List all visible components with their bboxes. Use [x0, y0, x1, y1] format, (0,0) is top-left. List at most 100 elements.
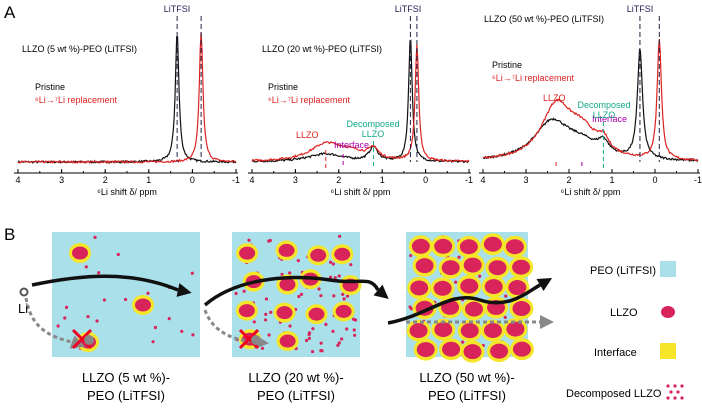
llzo — [434, 322, 453, 338]
annotation: Interface — [334, 140, 369, 150]
decomposed-dot — [328, 275, 333, 279]
decomposed-dot — [338, 234, 342, 238]
decomposed-dot — [503, 315, 507, 319]
llzo — [239, 246, 256, 260]
decomposed-dot — [328, 260, 333, 264]
llzo — [416, 342, 435, 358]
llzo — [464, 301, 483, 317]
llzo — [310, 248, 327, 262]
decomposed-dot — [190, 271, 194, 275]
legend-dot — [676, 390, 680, 394]
li-label: Li — [18, 301, 28, 316]
arrow-head — [176, 283, 192, 297]
llzo — [441, 260, 460, 276]
decomposed-dot — [504, 294, 508, 298]
decomposed-dot — [268, 238, 272, 243]
blocked-mark — [71, 328, 93, 350]
decomposed-dot — [153, 325, 158, 330]
caption: LLZO (20 wt %)- — [248, 370, 343, 385]
panel-a: A LLZO (5 wt %)-PEO (LiTFSI) Pristine ⁶Li→⁷… — [4, 3, 702, 197]
decomposed-dot — [319, 341, 323, 345]
legend-pristine: Pristine — [35, 82, 65, 92]
path-arrow — [387, 283, 541, 325]
decomposed-dot — [288, 271, 292, 275]
legend-dot — [666, 384, 670, 388]
llzo — [279, 334, 296, 348]
decomposed-dot — [320, 349, 324, 353]
path-arrow — [24, 297, 73, 344]
x-tick-label: 3 — [59, 175, 64, 185]
decomposed-dot — [191, 333, 195, 337]
decomposed-dot — [263, 318, 268, 322]
x-tick-label: 1 — [380, 175, 385, 185]
decomposed-dot — [461, 340, 465, 344]
decomposed-dot — [260, 346, 265, 350]
decomposed-dot — [116, 252, 120, 257]
llzo — [508, 280, 527, 296]
decomposed-dot — [331, 329, 335, 333]
legend-decomposed: Decomposed LLZO — [566, 388, 662, 400]
decomposed-dot — [234, 291, 238, 296]
legend-interface-swatch — [660, 343, 676, 359]
annotation: Interface — [592, 114, 627, 124]
spectrum-replacement — [251, 44, 470, 163]
legend-dot — [666, 396, 670, 400]
llzo — [460, 323, 479, 339]
decomposed-dot — [247, 238, 251, 242]
x-tick-label: 1 — [146, 175, 151, 185]
llzo — [512, 259, 531, 275]
x-tick-label: 1 — [609, 175, 614, 185]
legend-interface: Interface — [594, 347, 637, 359]
x-tick-label: -1 — [232, 175, 240, 185]
annotation: LLZO — [543, 93, 566, 103]
llzo — [410, 280, 429, 296]
decomposed-label: Decomposed — [346, 119, 399, 129]
decomposed-dot — [317, 287, 321, 291]
legend-dot — [680, 384, 684, 388]
llzo — [505, 239, 524, 255]
llzo — [72, 246, 88, 260]
decomposed-dot — [264, 312, 268, 316]
decomposed-dot — [307, 332, 311, 337]
decomposed-dot — [341, 292, 345, 296]
x-tick-label: 3 — [523, 175, 528, 185]
llzo — [308, 307, 325, 321]
decomposed-dot — [311, 327, 315, 331]
decomposed-dot — [353, 318, 358, 322]
decomposed-dot — [123, 297, 128, 302]
x-tick-label: 0 — [190, 175, 195, 185]
x-axis-label: ⁶Li shift δ/ ppm — [331, 187, 391, 197]
llzo — [411, 238, 430, 254]
caption: LLZO (5 wt %)- — [82, 370, 170, 385]
llzo — [442, 341, 461, 357]
llzo — [135, 298, 151, 312]
x-tick-label: 0 — [652, 175, 657, 185]
decomposed-dot — [296, 259, 300, 263]
x-tick-label: -1 — [465, 175, 473, 185]
decomposed-dot — [93, 235, 97, 239]
legend-llzo-swatch — [661, 306, 675, 318]
legend-pristine: Pristine — [492, 60, 522, 70]
llzo — [512, 301, 531, 317]
decomposed-dot — [457, 255, 461, 259]
decomposed-label: LLZO — [593, 110, 616, 120]
spectrum-title: LLZO (5 wt %)-PEO (LiTFSI) — [22, 44, 137, 54]
spectrum-pristine — [251, 39, 470, 164]
x-tick-label: 4 — [480, 175, 485, 185]
legend-dot — [673, 396, 677, 400]
decomposed-dot — [252, 320, 256, 324]
x-tick-label: 2 — [566, 175, 571, 185]
decomposed-dot — [64, 305, 69, 310]
legend-pristine: Pristine — [268, 82, 298, 92]
llzo — [434, 238, 453, 254]
x-tick-label: 3 — [293, 175, 298, 185]
llzo — [415, 258, 434, 274]
decomposed-dot — [353, 333, 357, 337]
spectrum-pristine — [482, 48, 699, 163]
arrow-head — [536, 278, 553, 292]
decomposed-dot — [333, 276, 337, 280]
decomposed-dot — [349, 263, 353, 267]
decomposed-dot — [345, 294, 350, 298]
decomposed-dot — [167, 317, 171, 321]
